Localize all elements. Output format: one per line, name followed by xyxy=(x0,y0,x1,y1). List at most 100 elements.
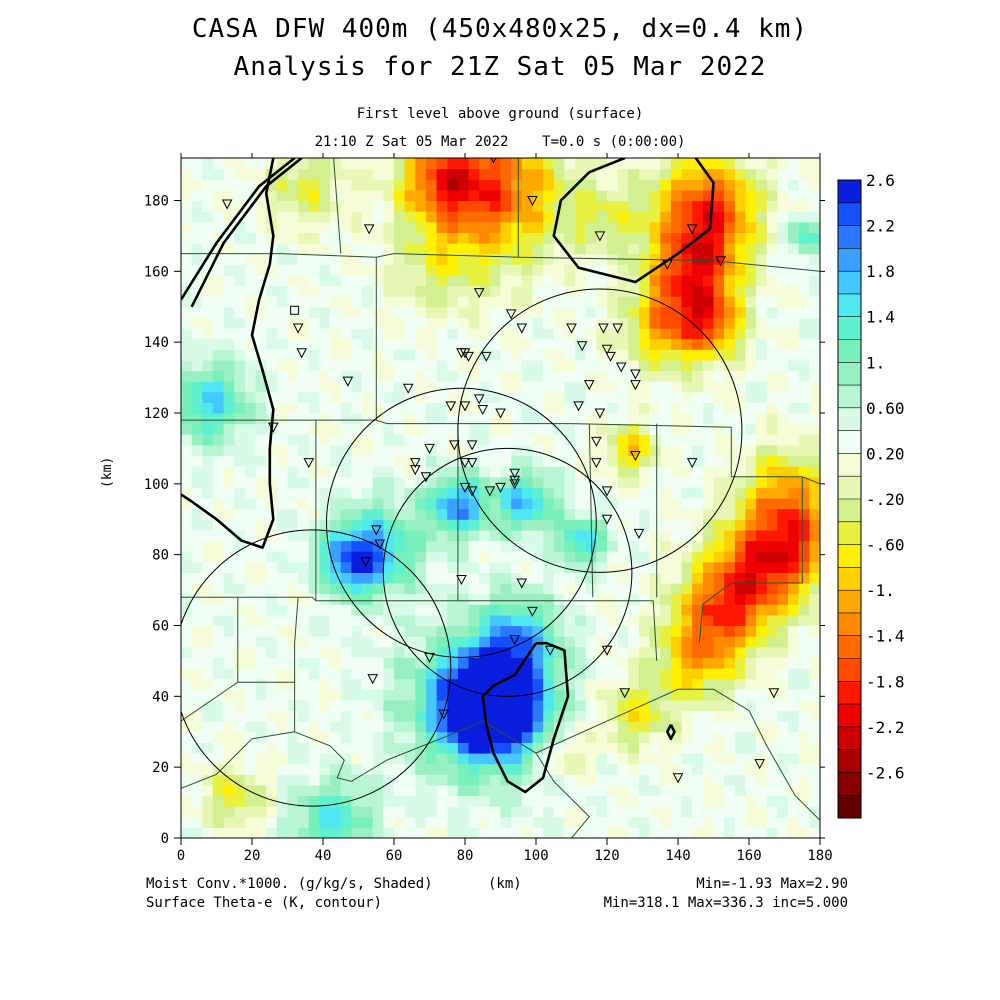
field-cell xyxy=(724,614,736,627)
field-cell xyxy=(660,317,672,329)
field-cell xyxy=(809,583,820,595)
field-cell xyxy=(276,189,289,202)
field-cell xyxy=(319,349,331,361)
field-cell xyxy=(362,158,374,170)
field-cell xyxy=(532,604,544,616)
colorbar-swatch xyxy=(838,521,861,546)
field-cell xyxy=(734,285,746,297)
field-cell xyxy=(798,221,810,233)
field-cell xyxy=(596,689,608,701)
field-cell xyxy=(596,317,608,329)
field-cell xyxy=(244,753,257,765)
field-cell xyxy=(340,306,352,318)
field-cell xyxy=(276,753,289,765)
field-cell xyxy=(287,795,299,807)
field-cell xyxy=(692,253,704,265)
field-cell xyxy=(340,519,352,531)
field-cell xyxy=(681,784,693,797)
field-cell xyxy=(766,784,778,797)
field-cell xyxy=(330,795,342,807)
field-cell xyxy=(639,816,651,828)
field-cell xyxy=(223,444,235,457)
field-cell xyxy=(298,274,310,287)
field-cell xyxy=(266,795,278,807)
field-cell xyxy=(426,306,438,318)
field-cell xyxy=(372,179,384,191)
field-cell xyxy=(756,455,768,467)
field-cell xyxy=(521,487,534,499)
field-cell xyxy=(415,285,427,297)
field-cell xyxy=(628,529,640,542)
field-cell xyxy=(447,328,459,340)
field-cell xyxy=(660,423,672,435)
field-cell xyxy=(543,678,555,690)
field-cell xyxy=(639,434,651,446)
field-cell xyxy=(575,221,587,233)
field-cell xyxy=(617,444,629,457)
field-cell xyxy=(639,200,651,212)
field-cell xyxy=(479,636,491,648)
field-cell xyxy=(415,763,427,775)
field-cell xyxy=(308,338,321,350)
field-cell xyxy=(777,189,789,202)
field-cell xyxy=(287,816,299,828)
field-cell xyxy=(532,296,544,308)
field-cell xyxy=(500,328,512,340)
field-cell xyxy=(543,402,555,414)
field-cell xyxy=(319,699,331,712)
field-cell xyxy=(447,551,459,563)
field-cell xyxy=(628,444,640,457)
field-cell xyxy=(766,274,778,287)
field-cell xyxy=(415,370,427,382)
field-cell xyxy=(766,572,778,584)
field-cell xyxy=(809,774,820,786)
field-cell xyxy=(244,243,257,255)
field-cell xyxy=(649,742,661,754)
field-cell xyxy=(692,593,704,605)
field-cell xyxy=(223,349,235,361)
field-cell xyxy=(713,572,725,584)
field-cell xyxy=(766,413,778,425)
field-cell xyxy=(521,200,534,212)
field-cell xyxy=(383,487,395,499)
field-cell xyxy=(724,678,736,690)
field-cell xyxy=(404,455,416,467)
field-cell xyxy=(692,774,704,786)
field-cell xyxy=(223,253,235,265)
field-cell xyxy=(330,158,342,170)
field-cell xyxy=(607,466,619,478)
field-cell xyxy=(713,317,725,329)
field-cell xyxy=(500,349,512,361)
station-marker xyxy=(516,578,528,589)
field-cell xyxy=(244,189,257,202)
field-cell xyxy=(266,806,278,818)
field-cell xyxy=(564,657,576,669)
field-cell xyxy=(777,296,789,308)
field-cell xyxy=(532,636,544,648)
field-cell xyxy=(255,529,267,542)
field-cell xyxy=(436,434,448,446)
field-cell xyxy=(564,349,576,361)
field-cell xyxy=(553,243,565,255)
field-cell xyxy=(351,179,363,191)
field-cell xyxy=(426,211,438,223)
field-cell xyxy=(575,561,587,573)
field-cell xyxy=(351,763,363,775)
field-cell xyxy=(788,678,800,690)
field-cell xyxy=(479,189,491,202)
field-cell xyxy=(319,274,331,287)
field-cell xyxy=(276,699,289,712)
field-cell xyxy=(479,274,491,287)
field-cell xyxy=(788,604,800,616)
field-cell xyxy=(266,328,278,340)
station-marker xyxy=(672,773,684,784)
field-cell xyxy=(244,168,257,180)
field-cell xyxy=(788,359,800,372)
field-cell xyxy=(639,455,651,467)
field-cell xyxy=(500,189,512,202)
field-cell xyxy=(426,827,438,838)
field-cell xyxy=(319,625,331,637)
field-cell xyxy=(745,381,757,393)
field-cell xyxy=(532,668,544,680)
station-marker xyxy=(367,674,379,685)
